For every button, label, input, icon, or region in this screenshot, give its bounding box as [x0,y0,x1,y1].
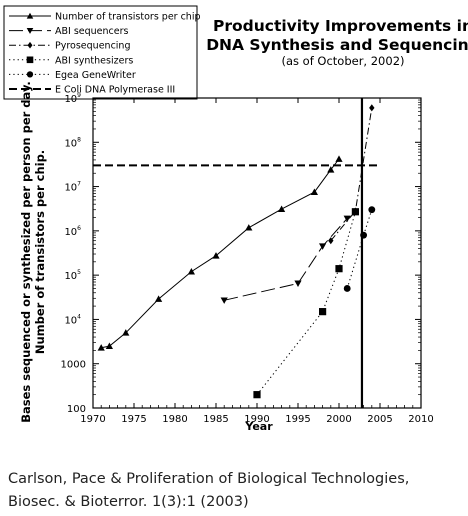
data-point [335,265,343,273]
y-tick-label: 104 [64,313,81,326]
x-axis-label: Year [244,420,273,433]
data-point [212,252,220,259]
y-tick-label: 109 [64,92,81,105]
legend-label: ABI sequencers [55,26,129,37]
chart-subtitle: (as of October, 2002) [281,54,404,68]
data-point [187,268,195,275]
legend-marker [26,27,34,34]
legend-label: Number of transistors per chip [55,12,201,23]
data-point [294,280,302,288]
citation-caption: Carlson, Pace & Proliferation of Biologi… [8,468,464,514]
data-series [93,104,380,399]
legend-box [3,5,198,100]
data-point [310,188,318,195]
series-2 [220,215,351,304]
x-tick-label: 2005 [367,414,392,425]
x-tick-label: 1985 [203,414,228,425]
data-point [105,342,113,349]
y-tick-label: 105 [64,269,81,282]
legend-label: Pyrosequencing [55,41,131,52]
y-axis-label-line-2: Number of transistors per chip. [33,150,47,354]
y-tick-label: 100 [67,404,86,415]
data-point [97,344,105,351]
series-line [256,211,356,396]
data-point [327,166,335,173]
data-point [368,206,376,214]
series-3 [328,104,375,245]
y-tick-label: 107 [64,181,81,194]
data-point [220,297,228,304]
data-point [319,308,327,316]
series-line [101,158,340,349]
data-point [328,237,334,245]
x-tick-label: 1980 [162,414,187,425]
data-point [343,285,351,292]
series-1 [97,155,343,351]
legend-label: Egea GeneWriter [55,70,136,81]
legend-marker [26,12,34,19]
series-5 [343,206,376,292]
legend-label: E Coli DNA Polymerase III [55,85,175,96]
y-axis-label-line-1: Bases sequenced or synthesized per perso… [19,81,33,423]
x-tick-label: 1970 [80,414,105,425]
series-line [330,107,373,242]
series-4 [253,208,359,399]
data-point [155,295,163,302]
data-point [278,205,286,212]
plot-frame [92,97,422,409]
data-point [335,155,343,162]
series-line [346,209,373,289]
x-tick-label: 1990 [244,414,269,425]
data-point [343,215,351,223]
plot-axes: 1970 1975 1980 1985 1990 1995 2000 2005 2010 100 1… [61,92,434,425]
legend: Number of transistors per chip ABI sequen… [3,5,201,100]
legend-marker [26,71,34,78]
data-point [253,391,261,399]
legend-label: ABI synthesizers [55,55,133,66]
citation-line-1: Carlson, Pace & Proliferation of Biologi… [8,471,410,487]
chart-title-line-2: DNA Synthesis and Sequencing [206,36,468,54]
x-tick-label: 1995 [285,414,310,425]
data-point [122,329,130,336]
data-point [360,231,368,239]
y-tick-label: 106 [64,225,81,238]
data-point [245,224,253,231]
x-tick-label: 2000 [326,414,351,425]
chart-title: Productivity Improvements in [213,17,468,35]
x-tick-label: 2010 [408,414,433,425]
data-point [319,243,327,250]
citation-line-2: Biosec. & Bioterror. 1(3):1 (2003) [8,494,249,510]
legend-marker [26,56,34,64]
data-point [351,208,359,216]
y-tick-label: 1000 [61,360,86,371]
legend-marker [27,41,33,49]
x-tick-label: 1975 [121,414,146,425]
series-line [224,218,348,301]
data-point [369,104,375,112]
y-tick-label: 108 [64,136,81,149]
